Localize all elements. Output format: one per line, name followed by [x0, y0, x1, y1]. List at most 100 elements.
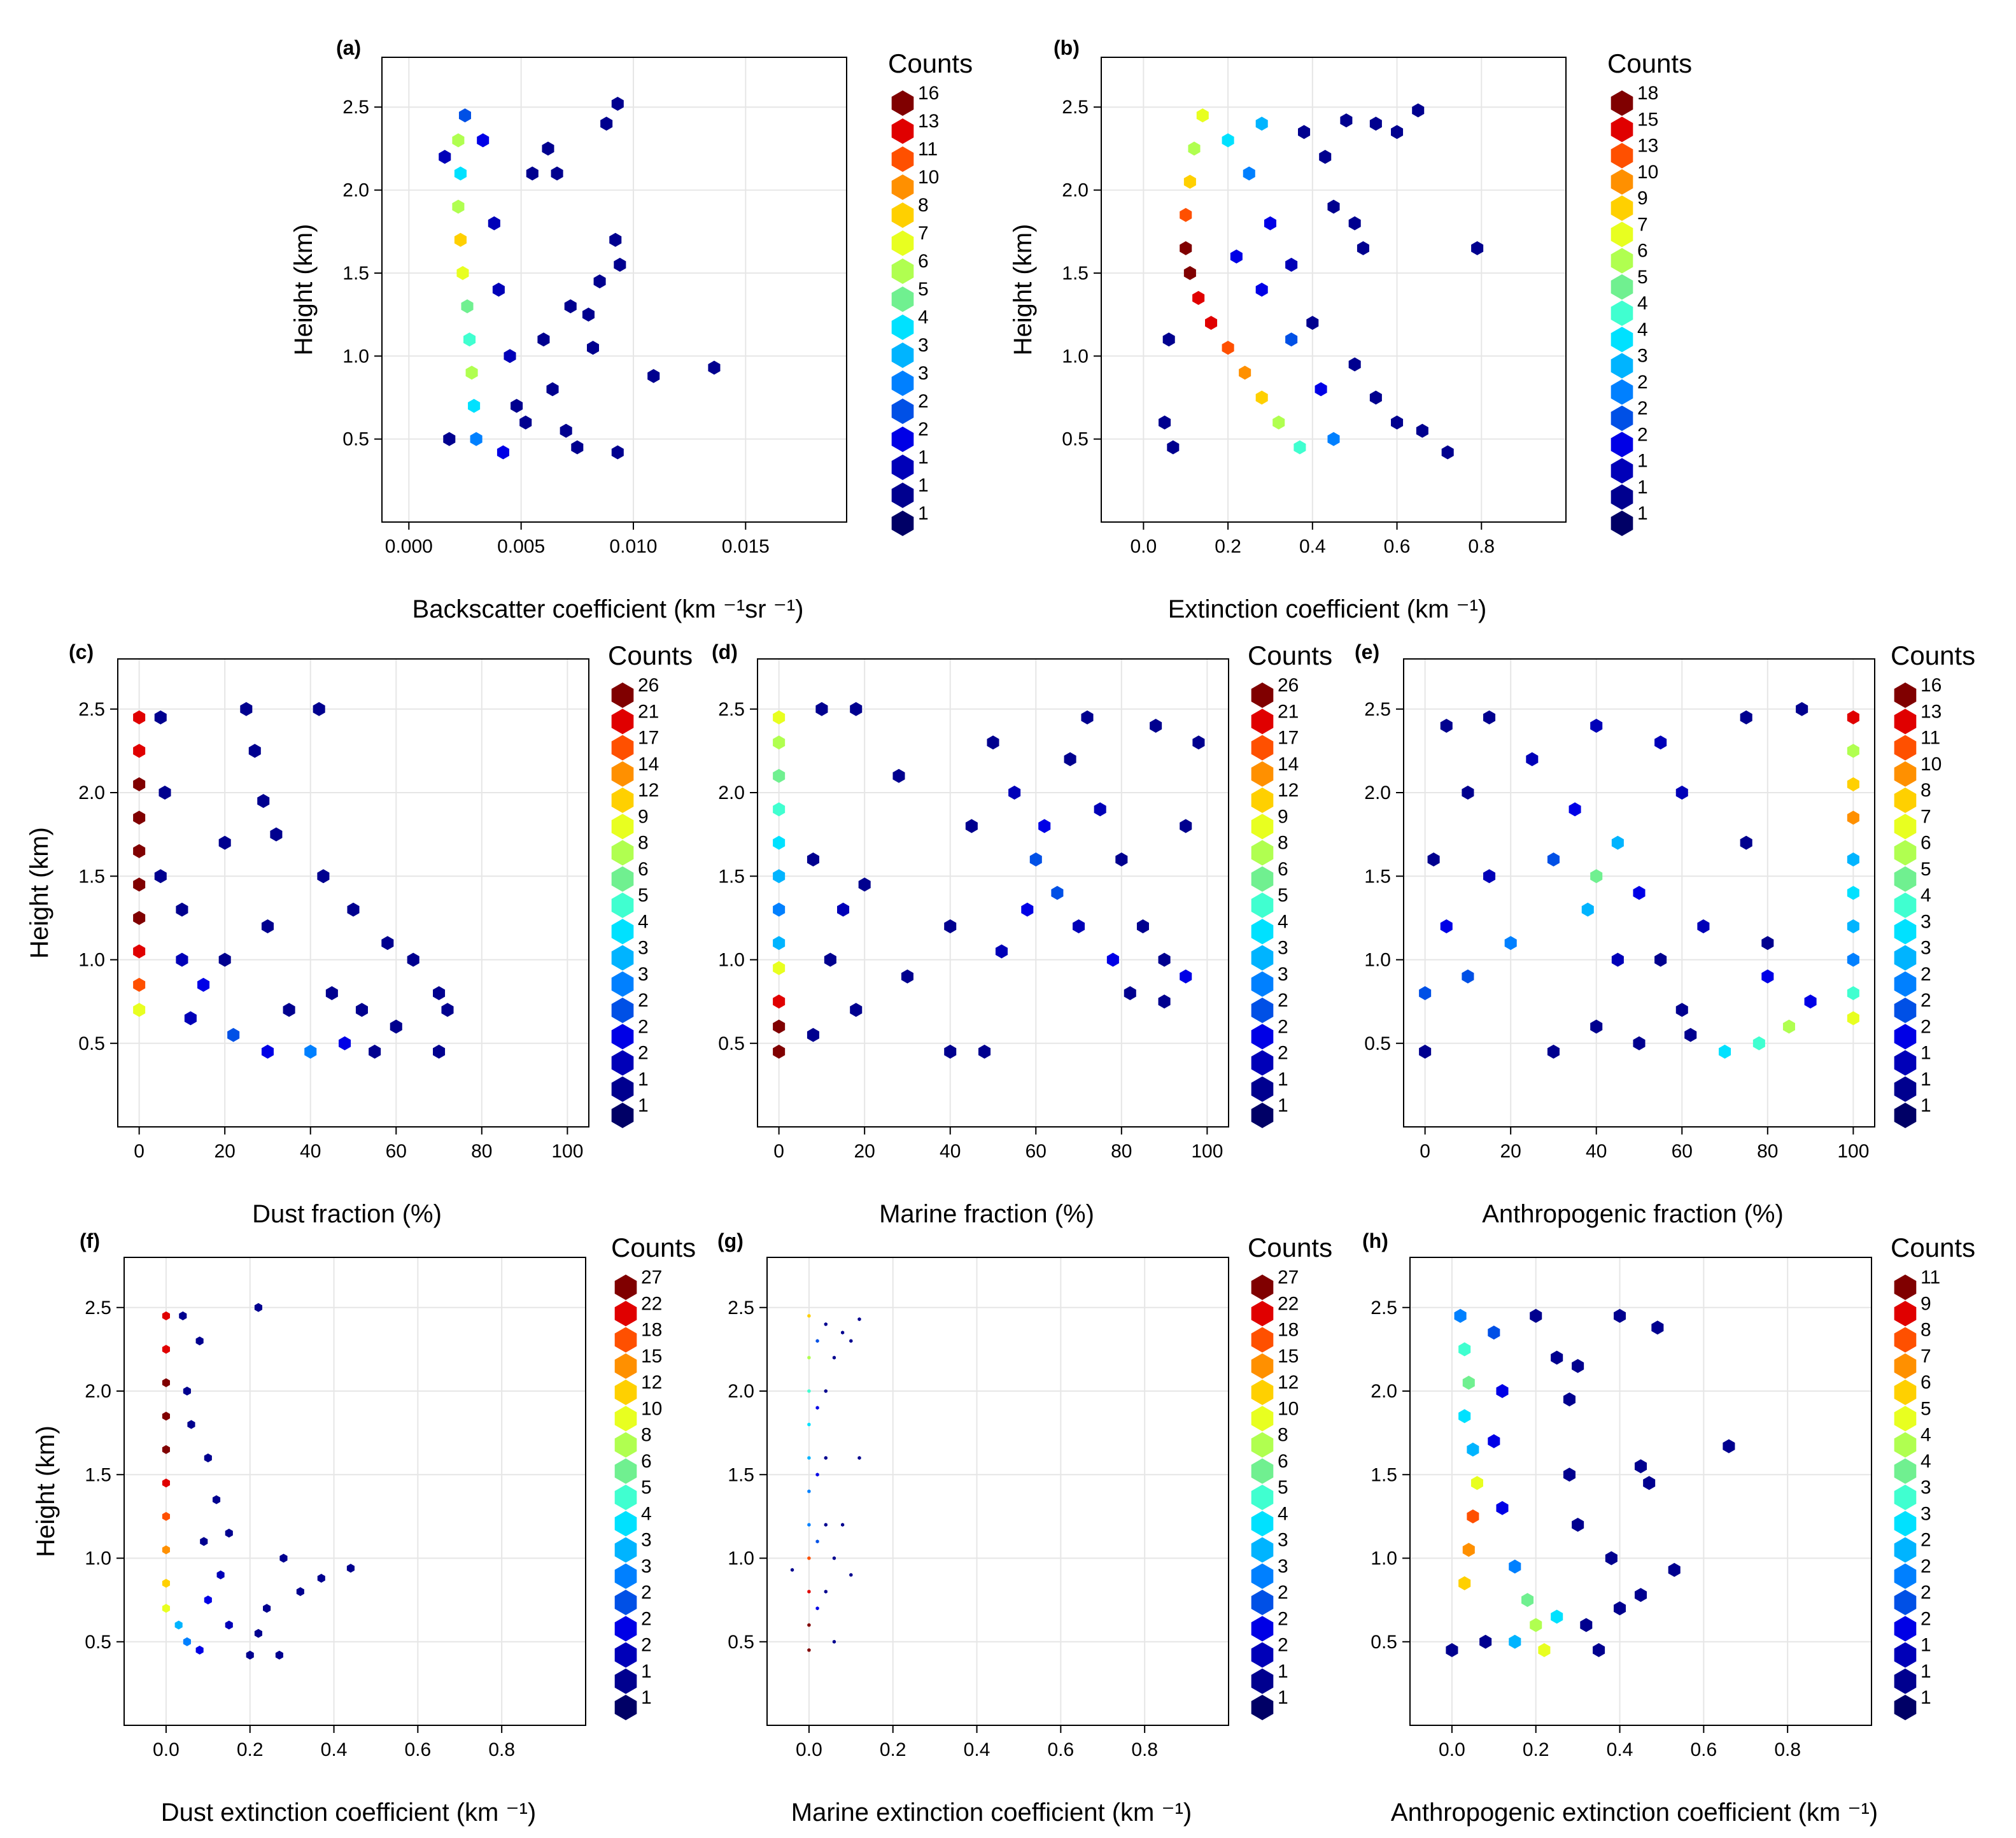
hexbin-cell	[849, 1339, 853, 1343]
hexbin-cell	[807, 1489, 811, 1494]
hexbin-cell	[1496, 1384, 1509, 1398]
legend-swatch	[614, 1485, 637, 1510]
panel-label: (h)	[1362, 1229, 1388, 1252]
x-tick-label: 0	[134, 1141, 145, 1162]
hexbin-cell	[824, 1523, 828, 1527]
legend-swatch	[1894, 971, 1917, 997]
hexbin-cell	[1319, 150, 1332, 164]
x-tick-label: 40	[940, 1141, 961, 1162]
y-tick-label: 1.0	[728, 1548, 754, 1569]
y-tick-label: 2.5	[728, 1297, 754, 1318]
y-tick-label: 1.0	[342, 346, 369, 367]
hexbin-cell	[1530, 1308, 1542, 1323]
hexbin-cell	[1412, 103, 1425, 118]
legend-swatch	[614, 1275, 637, 1300]
hexbin-cell	[133, 1003, 146, 1017]
hexbin-cell	[1470, 1476, 1483, 1490]
legend-swatch	[891, 399, 914, 424]
legend-swatch	[1611, 169, 1633, 195]
hexbin-cell	[339, 1036, 351, 1050]
legend-label: 1	[1921, 1043, 1931, 1064]
legend-swatch	[1251, 1275, 1274, 1300]
legend-swatch	[614, 1590, 637, 1615]
hexbin-cell	[824, 1322, 828, 1326]
hexbin-cell	[504, 349, 516, 364]
y-tick-label: 1.5	[718, 866, 745, 887]
hexbin-cell	[1391, 415, 1404, 430]
legend-swatch	[891, 90, 914, 116]
y-tick-label: 2.5	[342, 97, 369, 118]
hexbin-cell	[815, 1339, 819, 1343]
legend-label: 4	[1921, 885, 1931, 906]
hexbin-cell	[815, 1473, 819, 1477]
legend-swatch	[1611, 195, 1633, 221]
axes-frame	[1403, 658, 1875, 1128]
hexbin-cell	[1441, 445, 1454, 460]
hexbin-cell	[1115, 852, 1128, 866]
hexbin-cell	[546, 382, 559, 397]
hexbin-cell	[254, 1303, 262, 1312]
legend-label: 6	[641, 1451, 652, 1472]
hexbin-cell	[1081, 710, 1094, 725]
hexbin-cell	[773, 936, 786, 951]
panel-label: (e)	[1355, 640, 1379, 663]
legend-label: 27	[641, 1267, 662, 1288]
hexbin-cell	[824, 952, 836, 967]
legend-swatch	[1251, 1668, 1274, 1694]
hexbin-cell	[1530, 1618, 1542, 1632]
hexbin-cell	[275, 1650, 283, 1660]
legend-label: 7	[918, 223, 929, 244]
legend-label: 5	[1278, 1477, 1288, 1498]
hexbin-cell	[1348, 216, 1361, 230]
hexbin-cell	[133, 844, 146, 858]
legend-label: 4	[1637, 293, 1648, 314]
x-tick-label: 0.6	[1691, 1739, 1717, 1760]
hexbin-cell	[162, 1511, 170, 1521]
x-tick-label: 40	[1586, 1141, 1607, 1162]
hexbin-cell	[195, 1645, 204, 1655]
hexbin-cell	[176, 902, 188, 917]
hexbin-cell	[1285, 332, 1298, 347]
x-tick-label: 0.010	[609, 536, 657, 557]
hexbin-cell	[1643, 1476, 1656, 1490]
hexbin-cell	[270, 827, 283, 842]
hexbin-cell	[248, 744, 261, 758]
legend-label: 1	[1921, 1661, 1931, 1682]
hexbin-cell	[465, 365, 478, 380]
x-tick-label: 0.8	[1131, 1739, 1158, 1760]
hexbin-cell	[1488, 1434, 1500, 1448]
hexbin-cell	[519, 415, 532, 430]
legend-label: 2	[1921, 1530, 1931, 1551]
hexbin-cell	[815, 702, 828, 716]
legend-label: 3	[1278, 1530, 1288, 1551]
legend-swatch	[1611, 379, 1633, 405]
legend-swatch	[1251, 1353, 1274, 1379]
hexbin-cell	[832, 1556, 836, 1560]
hexbin-cell	[849, 1573, 853, 1577]
legend-label: 1	[1637, 451, 1648, 472]
legend-label: 1	[1637, 477, 1648, 498]
hexbin-cell	[1192, 735, 1205, 750]
x-tick-label: 100	[551, 1141, 583, 1162]
hexbin-cell	[159, 786, 171, 800]
legend-swatch	[611, 814, 634, 840]
legend-swatch	[1894, 709, 1917, 735]
legend-label: 1	[918, 475, 929, 496]
legend-swatch	[1894, 1616, 1917, 1642]
legend-swatch	[1251, 709, 1274, 735]
hexbin-cell	[1538, 1643, 1551, 1657]
legend-swatch	[891, 286, 914, 312]
x-tick-label: 80	[1757, 1141, 1778, 1162]
hexbin-cell	[609, 232, 622, 247]
hexbin-cell	[944, 919, 957, 933]
legend-label: 7	[1921, 806, 1931, 827]
hexbin-cell	[212, 1495, 221, 1504]
legend-swatch	[614, 1327, 637, 1353]
legend-label: 18	[1637, 83, 1658, 104]
legend-title: Counts	[1248, 640, 1332, 670]
panel-d: 0 20 40 60 80 100 0.5 1.0 1.5 2.0 2.5 (d) Marine fra…	[712, 640, 1332, 1228]
axes-frame	[757, 658, 1229, 1128]
hexbin-cell	[433, 1044, 446, 1059]
legend-label: 3	[1921, 911, 1931, 932]
hexbin-cell	[254, 1629, 262, 1638]
